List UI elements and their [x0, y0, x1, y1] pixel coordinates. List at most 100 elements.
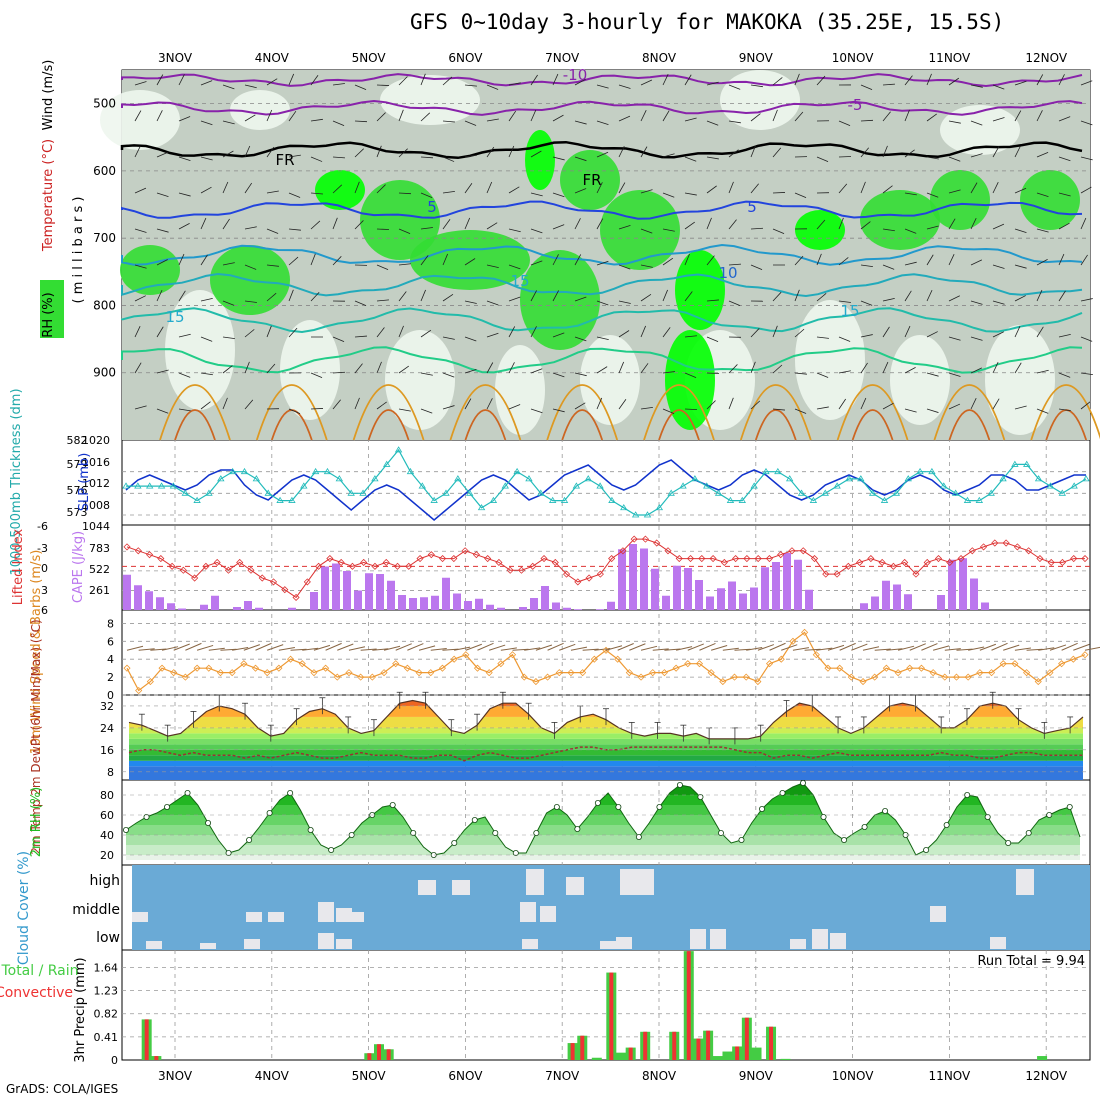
- cape-bar: [673, 565, 681, 610]
- date-label-bottom: 11NOV: [929, 1069, 971, 1083]
- rh-point: [266, 810, 273, 817]
- thickness-point: [1034, 475, 1043, 482]
- rh-contour-patch: [795, 300, 865, 420]
- lifted-point: [337, 558, 345, 567]
- lifted-point: [946, 558, 954, 567]
- wind-barb: [530, 150, 542, 158]
- wind-speed-point: [649, 669, 657, 677]
- wind-barb: [926, 408, 939, 413]
- wind-barb: [684, 117, 697, 122]
- wind-barb: [618, 146, 625, 158]
- wind-barb: [442, 156, 455, 162]
- isotherm-arch: [255, 384, 328, 441]
- thickness-point: [1046, 482, 1055, 489]
- wind-barb: [178, 372, 191, 378]
- wind-barb: [794, 111, 804, 122]
- lifted-point: [258, 574, 266, 582]
- lifted-point: [822, 570, 830, 578]
- wind-barb: [904, 192, 917, 196]
- cape-bar: [167, 603, 175, 610]
- wind-barb: [662, 408, 675, 414]
- rh-contour-patch: [860, 190, 940, 250]
- wind-barb: [662, 289, 668, 302]
- wind-barb-surface: [582, 648, 599, 651]
- wind-barb: [1014, 187, 1027, 194]
- wind-barb: [860, 181, 866, 194]
- date-label-top: 8NOV: [642, 51, 677, 65]
- thickness-point: [264, 489, 272, 496]
- thickness-point: [845, 475, 853, 482]
- isotherm-label: 15: [165, 308, 184, 326]
- wind-barb: [794, 328, 805, 338]
- thickness-point: [288, 496, 296, 503]
- lifted-point: [709, 554, 717, 563]
- wind-barb-surface: [909, 643, 926, 651]
- wind-barb: [970, 218, 977, 230]
- cape-bar: [805, 589, 813, 610]
- lifted-point: [991, 539, 999, 547]
- wind-tick-label: 4: [107, 653, 114, 666]
- cloud-low-bar: [616, 937, 632, 949]
- wind-barb: [618, 84, 631, 89]
- wind-speed-point: [298, 660, 306, 668]
- wind-barb: [970, 367, 983, 374]
- wind-barb: [354, 363, 363, 374]
- lifted-point: [281, 586, 289, 594]
- lifted-point: [1058, 558, 1067, 567]
- wind-barb: [882, 297, 895, 302]
- precip-total-bar: [616, 1052, 626, 1060]
- wind-barb: [1014, 295, 1026, 302]
- wind-barb: [772, 325, 778, 338]
- wind-barb: [1014, 80, 1027, 86]
- wind-barb: [486, 362, 494, 374]
- isotherm-arch: [658, 409, 700, 441]
- rh-point: [779, 790, 786, 797]
- wind-barb: [1080, 217, 1087, 230]
- temp-band: [129, 727, 1083, 734]
- lifted-point: [608, 554, 616, 563]
- rh-point: [574, 826, 581, 833]
- wind-barb: [882, 264, 895, 270]
- wind-barb: [816, 253, 822, 266]
- rh-point: [143, 814, 150, 821]
- thickness-point: [999, 475, 1007, 482]
- thickness-point: [418, 482, 427, 489]
- rh-contour-patch: [1020, 170, 1080, 230]
- precip-convective-bar: [580, 1035, 585, 1060]
- date-label-bottom: 7NOV: [545, 1069, 580, 1083]
- wind-barb: [1036, 74, 1044, 86]
- wind-barb: [200, 217, 207, 230]
- wind-barb: [310, 253, 316, 266]
- wind-barb: [882, 402, 894, 410]
- rh-contour-patch: [720, 70, 800, 130]
- rh-contour-patch: [120, 245, 180, 295]
- lifted-point: [901, 558, 909, 567]
- wind-barb: [662, 153, 675, 158]
- lifted-line: [126, 538, 1085, 599]
- precip-convective-bar: [643, 1031, 648, 1060]
- wind-barb: [134, 405, 147, 410]
- wind-barb: [200, 80, 213, 86]
- wind-barb: [728, 219, 737, 230]
- temp-tick-label: 16: [100, 744, 114, 757]
- cloud-background: [132, 865, 1090, 950]
- panel-frame-th: [121, 439, 1091, 526]
- wind-barb-surface: [500, 647, 517, 651]
- wind-speed-axis-label: 10m Wind Speed & Barbs (m/s): [29, 550, 44, 755]
- lifted-point: [495, 558, 503, 567]
- wind-speed-point: [357, 673, 365, 681]
- wind-barb: [882, 228, 895, 232]
- wind-barb: [948, 372, 961, 377]
- lifted-point: [968, 547, 976, 555]
- precip-total-bar: [591, 1057, 602, 1060]
- lifted-point: [472, 551, 480, 559]
- wind-barb: [398, 148, 408, 158]
- wind-barb: [1058, 372, 1071, 378]
- wind-barb: [398, 291, 407, 302]
- wind-speed-point: [333, 673, 341, 681]
- cloud-high-bar: [418, 880, 436, 895]
- wind-barb: [200, 372, 213, 376]
- wind-speed-point: [1046, 669, 1054, 677]
- wind-speed-point: [438, 664, 447, 672]
- cape-bar: [156, 597, 164, 610]
